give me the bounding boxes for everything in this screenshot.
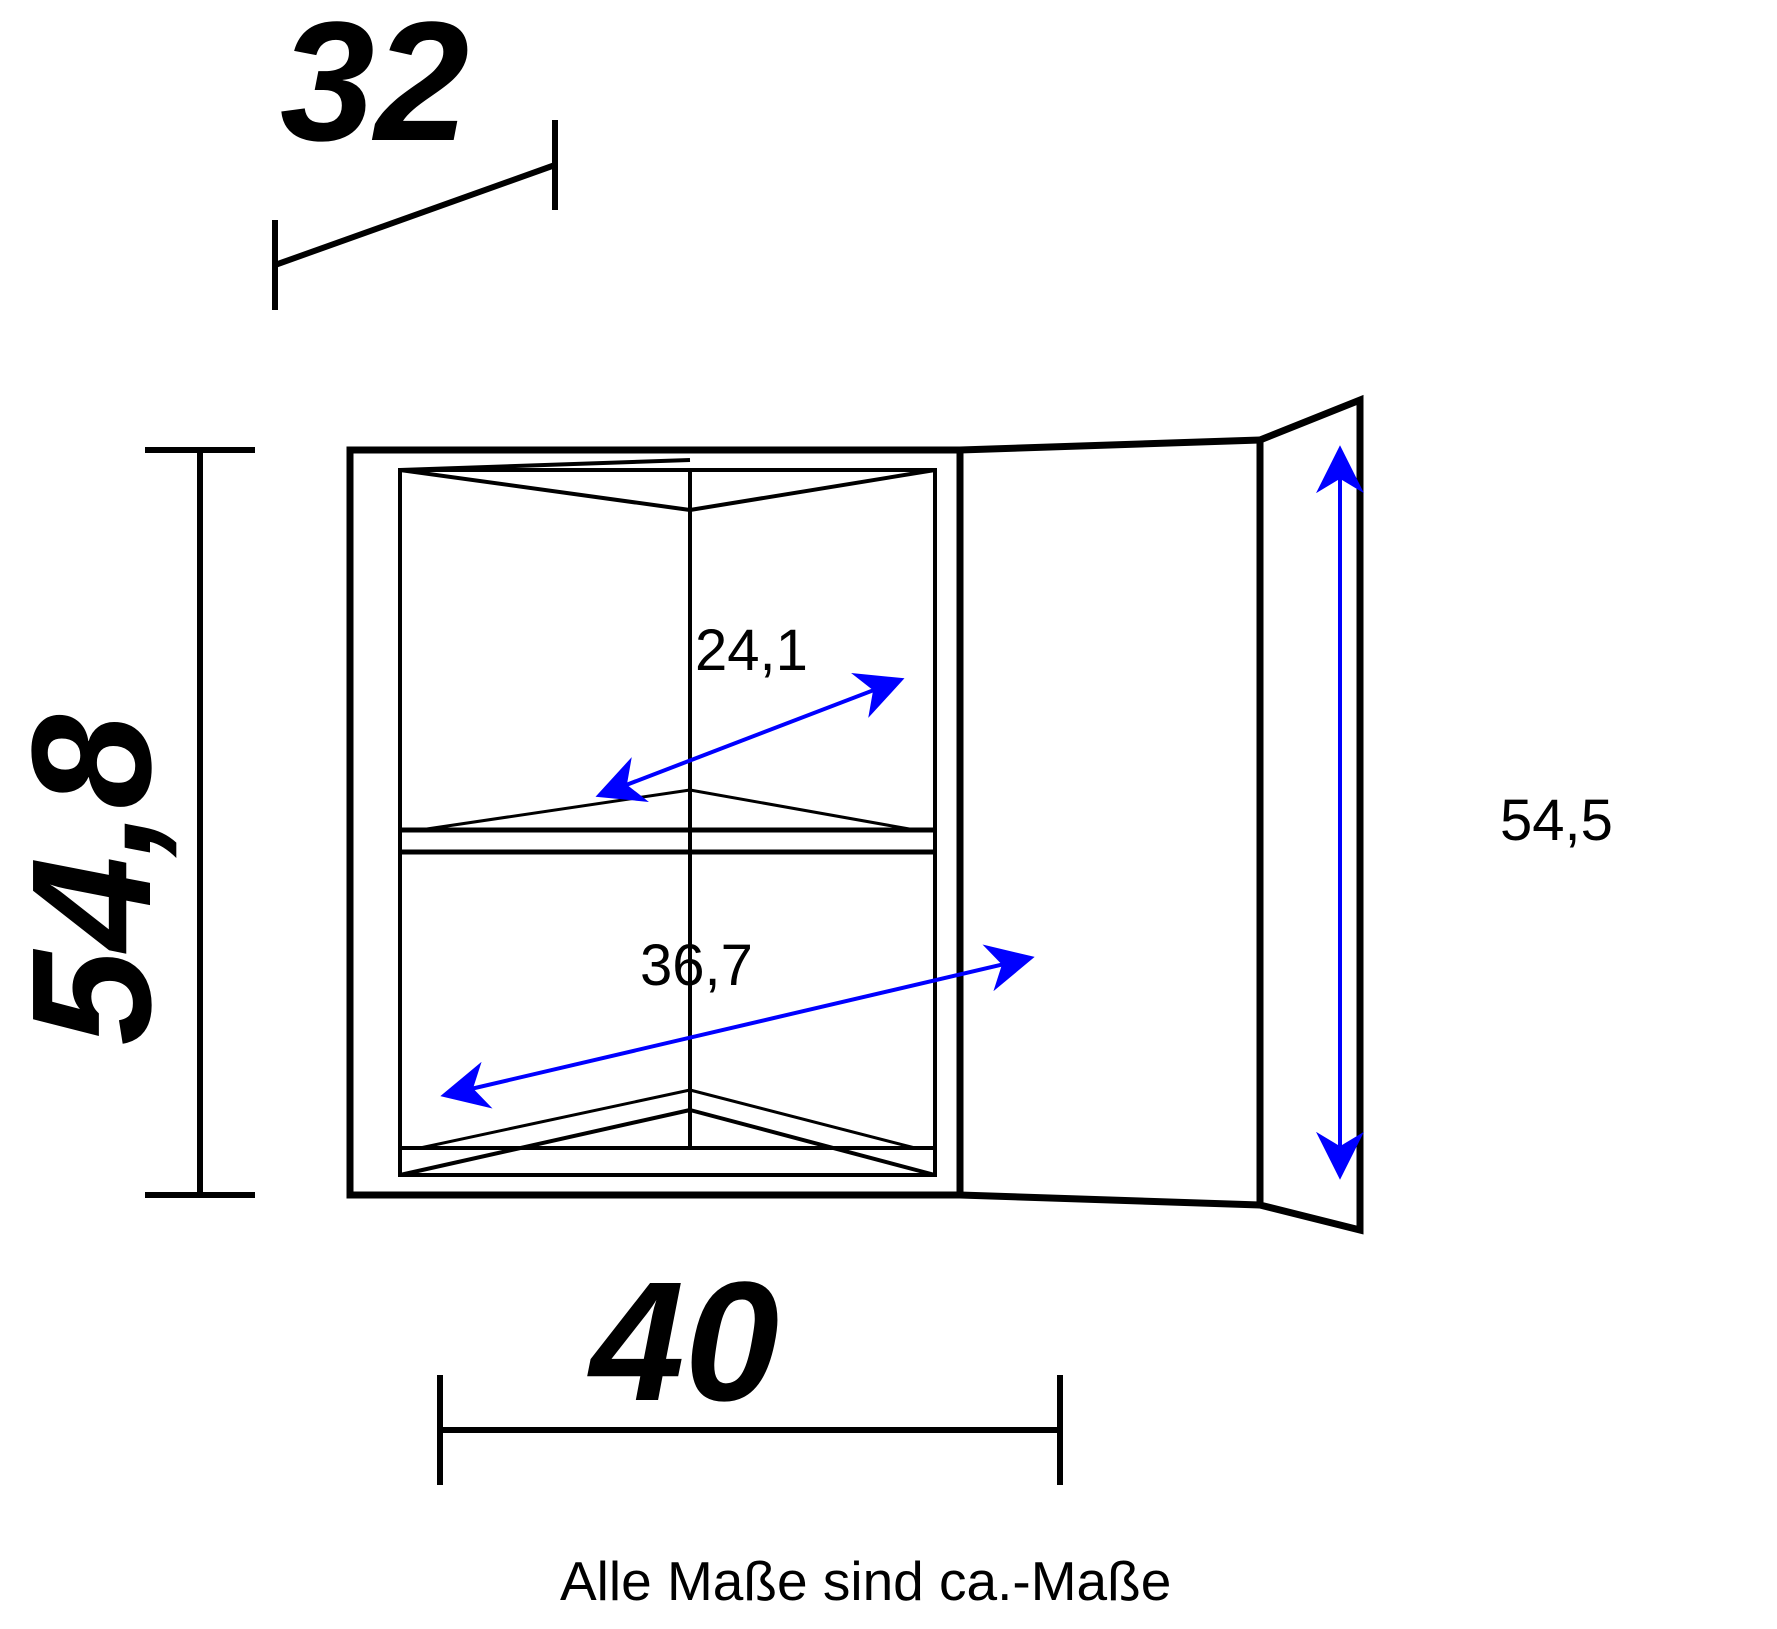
arrow-inner-depth xyxy=(600,680,900,795)
label-depth: 32 xyxy=(280,0,469,177)
caption: Alle Maße sind ca.-Maße xyxy=(560,1550,1171,1612)
technical-drawing: 32 54,8 40 24,1 36,7 54,5 Alle Maße sind… xyxy=(0,0,1777,1629)
label-inner-height: 54,5 xyxy=(1500,788,1613,853)
int-top-r xyxy=(690,470,935,510)
int-top-l xyxy=(400,470,690,510)
labels: 32 54,8 40 24,1 36,7 54,5 Alle Maße sind… xyxy=(0,0,1613,1612)
cabinet-door xyxy=(1260,400,1360,1230)
cabinet-interior-top xyxy=(400,470,935,525)
cabinet-shelf xyxy=(400,790,935,852)
cabinet xyxy=(350,400,1360,1230)
label-inner-width: 36,7 xyxy=(640,933,753,998)
label-height: 54,8 xyxy=(0,714,187,1045)
cabinet-to-door-bottom xyxy=(960,1195,1260,1205)
cabinet-to-door-top xyxy=(960,440,1260,450)
label-inner-depth: 24,1 xyxy=(695,618,808,683)
cabinet-interior-back xyxy=(400,470,690,1175)
label-width: 40 xyxy=(587,1247,779,1437)
dimension-arrows xyxy=(445,450,1340,1175)
